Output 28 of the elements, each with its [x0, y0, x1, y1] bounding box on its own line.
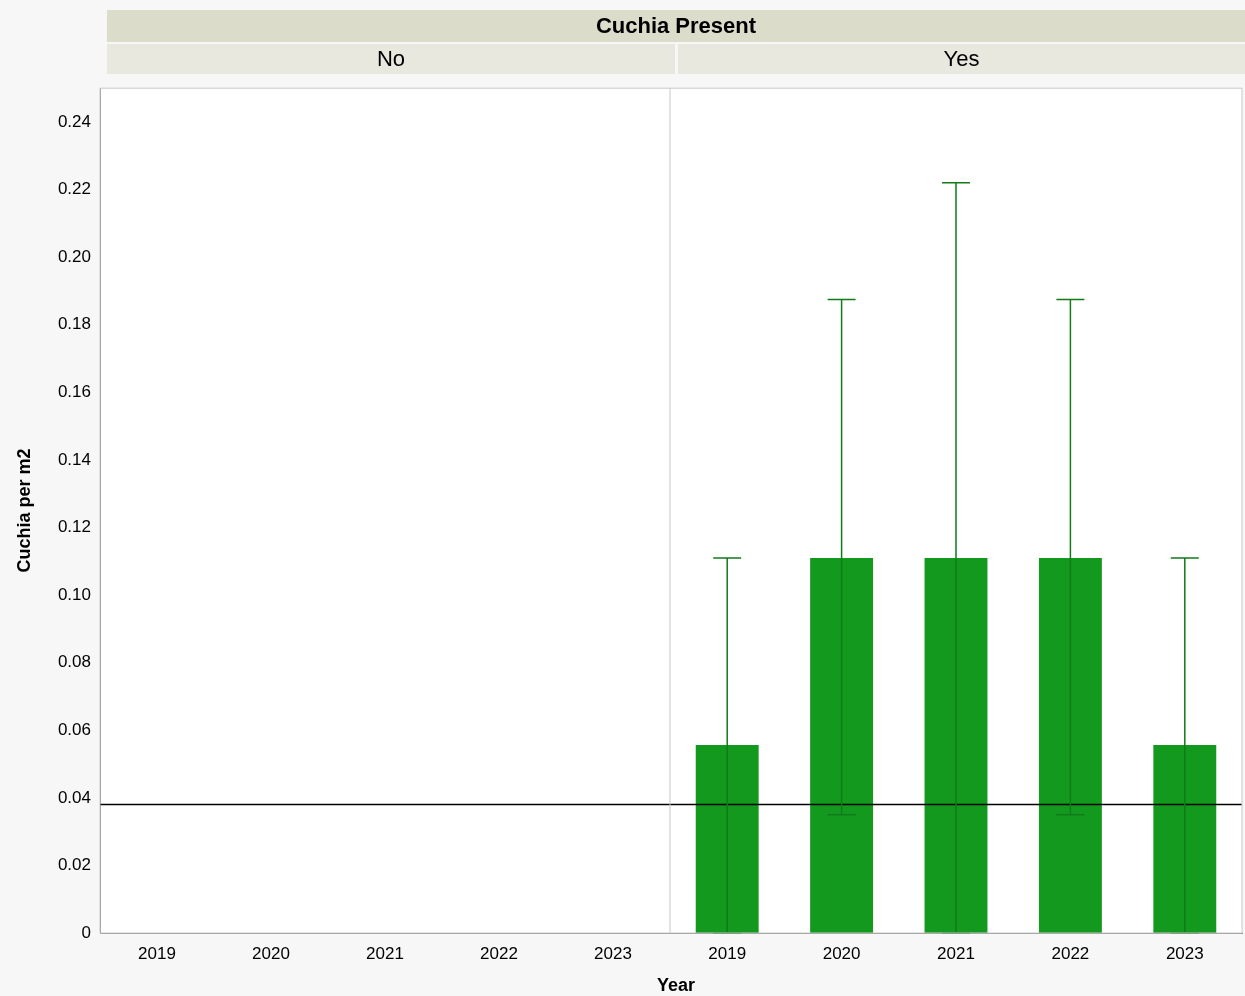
y-tick-label: 0.16 [57, 382, 91, 402]
y-tick-label: 0.22 [57, 179, 91, 199]
x-tick-label: 2023 [1165, 943, 1204, 963]
x-tick-label: 2020 [822, 943, 861, 963]
y-tick-label: 0.04 [57, 787, 91, 807]
y-tick-label: 0.14 [57, 449, 91, 469]
x-tick-label: 2022 [480, 943, 518, 963]
y-tick-label: 0.02 [57, 855, 91, 875]
y-tick-label: 0.20 [57, 246, 91, 266]
x-tick-label: 2023 [594, 943, 632, 963]
chart-title: Cuchia Present [107, 10, 1245, 42]
x-tick-label: 2019 [708, 943, 747, 963]
chart-subtitle: No [107, 44, 675, 74]
x-tick-label: 2019 [138, 943, 176, 963]
x-tick-label: 2022 [1051, 943, 1090, 963]
x-tick-label: 2020 [252, 943, 290, 963]
x-tick-label: 2021 [937, 943, 975, 963]
x-tick-label: 2021 [366, 943, 404, 963]
y-tick-label: 0.18 [57, 314, 91, 334]
y-tick-label: 0 [81, 922, 91, 942]
y-tick-label: 0.12 [57, 517, 91, 537]
x-axis-title: Year [657, 975, 696, 996]
y-tick-label: 0.10 [57, 584, 91, 604]
y-axis-title: Cuchia per m2 [13, 448, 34, 573]
chart-subtitle: Yes [678, 44, 1245, 74]
y-tick-label: 0.06 [57, 719, 91, 739]
y-tick-label: 0.24 [57, 111, 91, 131]
y-tick-label: 0.08 [57, 652, 91, 672]
